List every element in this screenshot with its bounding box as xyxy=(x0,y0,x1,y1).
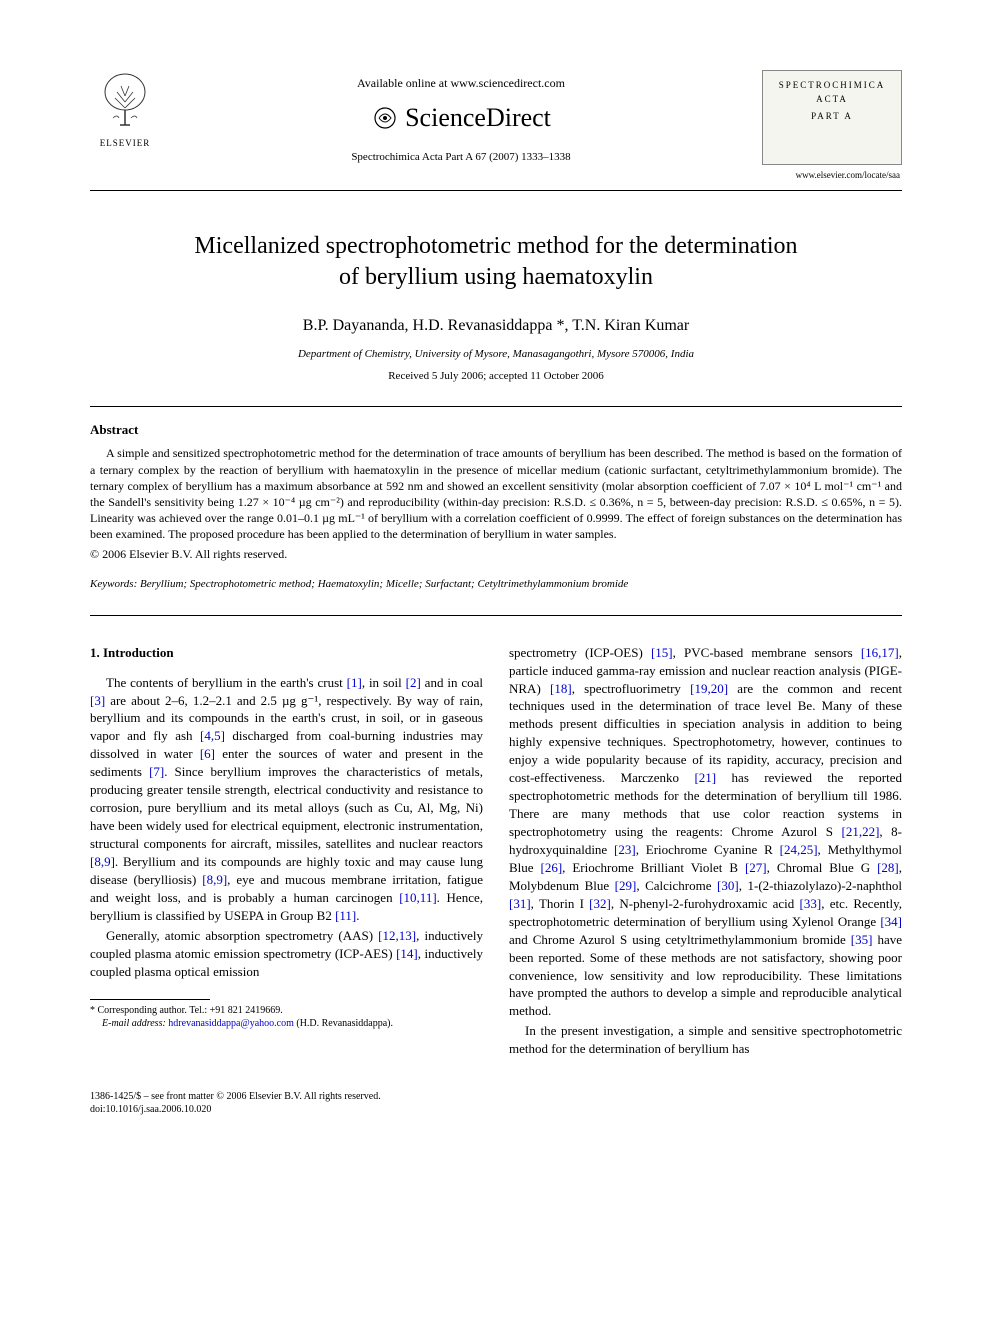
footer-doi[interactable]: doi:10.1016/j.saa.2006.10.020 xyxy=(90,1103,902,1116)
citation-link[interactable]: [32] xyxy=(589,896,611,911)
abstract-text: A simple and sensitized spectrophotometr… xyxy=(90,446,902,541)
citation-link[interactable]: [10,11] xyxy=(399,890,436,905)
authors: B.P. Dayananda, H.D. Revanasiddappa *, T… xyxy=(90,315,902,337)
journal-url[interactable]: www.elsevier.com/locate/saa xyxy=(762,169,900,182)
citation-link[interactable]: [29] xyxy=(615,878,637,893)
title-line2: of beryllium using haematoxylin xyxy=(339,264,653,290)
citation-link[interactable]: [6] xyxy=(200,746,215,761)
citation-link[interactable]: [12,13] xyxy=(378,928,416,943)
footnote-email-label: E-mail address: xyxy=(102,1018,166,1029)
journal-cover-title: SPECTROCHIMICA ACTA PART A xyxy=(769,79,895,124)
abstract-bottom-rule xyxy=(90,615,902,616)
citation-link[interactable]: [15] xyxy=(651,645,673,660)
citation-link[interactable]: [24,25] xyxy=(780,842,818,857)
footnote-email-link[interactable]: hdrevanasiddappa@yahoo.com xyxy=(168,1018,294,1029)
keywords: Keywords: Beryllium; Spectrophotometric … xyxy=(90,577,902,592)
citation-link[interactable]: [8,9] xyxy=(90,854,115,869)
center-header: Available online at www.sciencedirect.co… xyxy=(160,70,762,166)
sciencedirect-logo: ScienceDirect xyxy=(160,100,762,136)
citation-link[interactable]: [18] xyxy=(550,681,572,696)
citation-link[interactable]: [33] xyxy=(800,896,822,911)
citation-link[interactable]: [1] xyxy=(347,675,362,690)
elsevier-label: ELSEVIER xyxy=(90,137,160,150)
citation-link[interactable]: [16,17] xyxy=(861,645,899,660)
footnote-email-name: (H.D. Revanasiddappa). xyxy=(296,1018,393,1029)
elsevier-logo: ELSEVIER xyxy=(90,70,160,150)
intro-para-4: In the present investigation, a simple a… xyxy=(509,1022,902,1058)
citation-link[interactable]: [23] xyxy=(614,842,636,857)
footer-meta: 1386-1425/$ – see front matter © 2006 El… xyxy=(90,1090,902,1116)
sciencedirect-text: ScienceDirect xyxy=(405,100,551,136)
citation-link[interactable]: [19,20] xyxy=(690,681,728,696)
abstract-body: A simple and sensitized spectrophotometr… xyxy=(90,445,902,542)
citation-link[interactable]: [21,22] xyxy=(841,824,879,839)
citation-link[interactable]: [26] xyxy=(541,860,563,875)
journal-cover-container: SPECTROCHIMICA ACTA PART A www.elsevier.… xyxy=(762,70,902,182)
citation-link[interactable]: [11] xyxy=(335,908,356,923)
affiliation: Department of Chemistry, University of M… xyxy=(90,347,902,362)
journal-cover-box: SPECTROCHIMICA ACTA PART A xyxy=(762,70,902,165)
citation-link[interactable]: [7] xyxy=(149,764,164,779)
title-line1: Micellanized spectrophotometric method f… xyxy=(194,233,797,259)
article-title: Micellanized spectrophotometric method f… xyxy=(90,231,902,293)
citation-link[interactable]: [3] xyxy=(90,693,105,708)
corresponding-author-footnote: * Corresponding author. Tel.: +91 821 24… xyxy=(90,1004,483,1030)
intro-para-1: The contents of beryllium in the earth's… xyxy=(90,674,483,925)
journal-cover-line2: ACTA xyxy=(769,93,895,107)
footnote-rule xyxy=(90,999,210,1000)
keywords-label: Keywords: xyxy=(90,578,137,590)
abstract-heading: Abstract xyxy=(90,421,902,439)
footnote-corr: * Corresponding author. Tel.: +91 821 24… xyxy=(90,1004,483,1017)
citation-link[interactable]: [35] xyxy=(851,932,873,947)
citation-link[interactable]: [27] xyxy=(745,860,767,875)
available-online-text: Available online at www.sciencedirect.co… xyxy=(160,75,762,92)
sciencedirect-icon xyxy=(371,104,399,132)
abstract-copyright: © 2006 Elsevier B.V. All rights reserved… xyxy=(90,546,902,563)
citation-link[interactable]: [31] xyxy=(509,896,531,911)
abstract-top-rule xyxy=(90,406,902,407)
citation-link[interactable]: [34] xyxy=(880,914,902,929)
right-column: spectrometry (ICP-OES) [15], PVC-based m… xyxy=(509,644,902,1061)
header-rule xyxy=(90,190,902,191)
citation-link[interactable]: [2] xyxy=(406,675,421,690)
article-dates: Received 5 July 2006; accepted 11 Octobe… xyxy=(90,369,902,384)
citation-link[interactable]: [4,5] xyxy=(200,728,225,743)
intro-para-2: Generally, atomic absorption spectrometr… xyxy=(90,927,483,981)
citation-link[interactable]: [8,9] xyxy=(202,872,227,887)
journal-cover-line1: SPECTROCHIMICA xyxy=(769,79,895,93)
left-column: 1. Introduction The contents of berylliu… xyxy=(90,644,483,1061)
header-row: ELSEVIER Available online at www.science… xyxy=(90,70,902,182)
footer-line1: 1386-1425/$ – see front matter © 2006 El… xyxy=(90,1090,902,1103)
citation-link[interactable]: [21] xyxy=(694,770,716,785)
body-columns: 1. Introduction The contents of berylliu… xyxy=(90,644,902,1061)
intro-heading: 1. Introduction xyxy=(90,644,483,662)
footnote-email-row: E-mail address: hdrevanasiddappa@yahoo.c… xyxy=(90,1017,483,1030)
keywords-list: Beryllium; Spectrophotometric method; Ha… xyxy=(137,578,628,590)
citation-link[interactable]: [30] xyxy=(717,878,739,893)
journal-reference: Spectrochimica Acta Part A 67 (2007) 133… xyxy=(160,150,762,165)
elsevier-tree-icon xyxy=(95,70,155,130)
citation-link[interactable]: [14] xyxy=(396,946,418,961)
intro-para-3: spectrometry (ICP-OES) [15], PVC-based m… xyxy=(509,644,902,1021)
citation-link[interactable]: [28] xyxy=(877,860,899,875)
journal-cover-line3: PART A xyxy=(769,110,895,124)
